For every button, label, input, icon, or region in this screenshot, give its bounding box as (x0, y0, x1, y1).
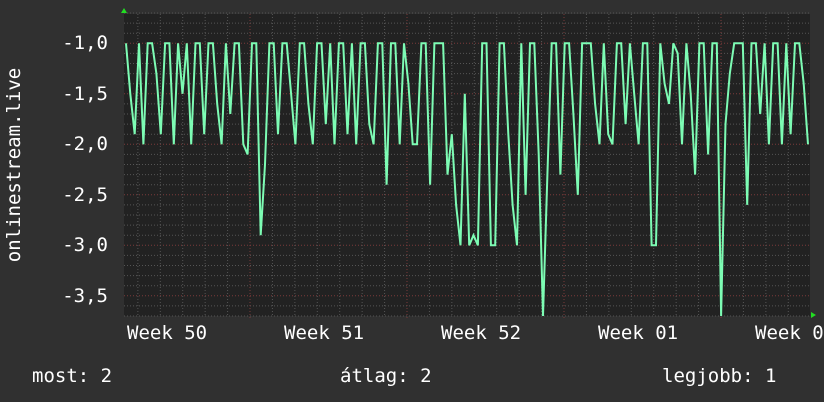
x-tick-label: Week 01 (598, 322, 678, 344)
y-axis-arrow-icon (121, 8, 127, 13)
x-axis-ticks: Week 50 Week 51 Week 52 Week 01 Week 0 (127, 322, 824, 344)
x-tick-label: Week 0 (755, 322, 824, 344)
legend-average: átlag: 2 (340, 365, 432, 387)
x-tick-label: Week 50 (127, 322, 207, 344)
y-tick-label: -1,0 (62, 32, 108, 54)
y-tick-label: -3,5 (62, 285, 108, 307)
y-tick-label: -2,0 (62, 133, 108, 155)
y-tick-label: -2,5 (62, 184, 108, 206)
y-axis-label: onlinestream.live (3, 68, 25, 262)
legend-current: most: 2 (32, 365, 112, 387)
y-tick-label: -3,0 (62, 234, 108, 256)
legend-max: legjobb: 1 (662, 365, 776, 387)
x-tick-label: Week 51 (284, 322, 364, 344)
y-axis-ticks: -1,0 -1,5 -2,0 -2,5 -3,0 -3,5 (62, 32, 108, 307)
y-tick-label: -1,5 (62, 83, 108, 105)
x-tick-label: Week 52 (441, 322, 521, 344)
grid (124, 12, 810, 320)
x-axis-arrow-icon (811, 312, 816, 318)
series-line (125, 42, 809, 317)
